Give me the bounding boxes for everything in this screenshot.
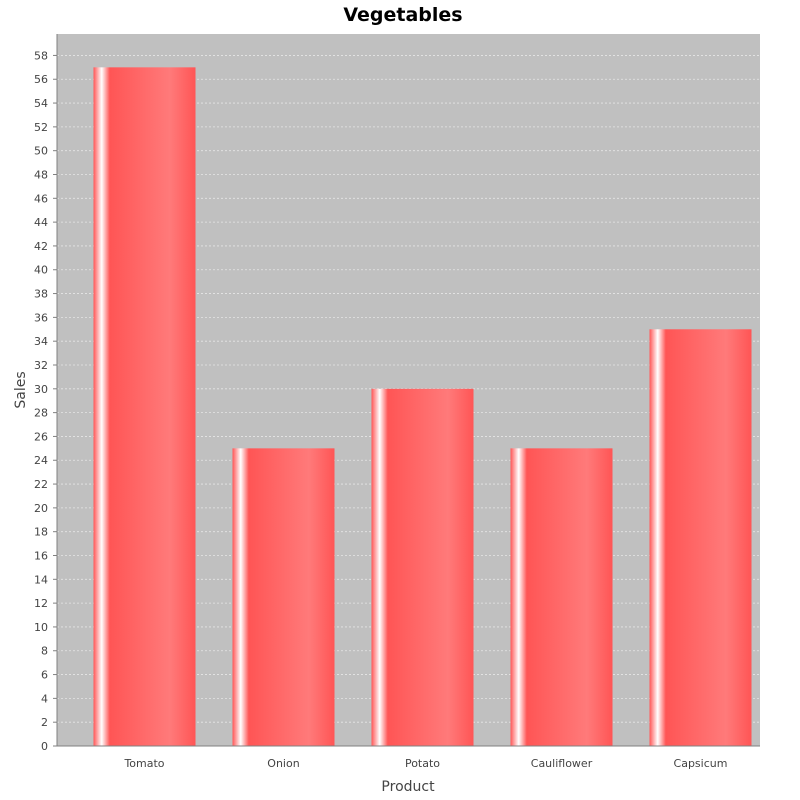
x-axis-ticks: Tomato Onion Potato Cauliflower Capsicum [123,757,727,770]
y-tick-label: 4 [41,692,48,705]
y-tick-label: 54 [34,97,48,110]
y-tick-label: 10 [34,621,48,634]
chart-title: Vegetables [343,4,462,26]
x-tick-label: Onion [267,757,299,770]
x-tick-label: Potato [405,757,440,770]
bar-cauliflower [510,448,613,746]
x-tick-label: Capsicum [674,757,728,770]
y-axis-title: Sales [13,371,29,408]
y-tick-label: 36 [34,311,48,324]
y-tick-label: 12 [34,597,48,610]
y-tick-label: 42 [34,240,48,253]
y-tick-label: 32 [34,359,48,372]
y-tick-label: 16 [34,549,48,562]
y-tick-label: 26 [34,430,48,443]
x-tick-label: Cauliflower [531,757,593,770]
y-tick-label: 20 [34,502,48,515]
y-tick-label: 56 [34,73,48,86]
y-tick-label: 48 [34,168,48,181]
y-tick-label: 44 [34,216,48,229]
y-tick-label: 6 [41,669,48,682]
y-tick-label: 30 [34,383,48,396]
y-tick-label: 28 [34,407,48,420]
y-tick-label: 0 [41,740,48,753]
y-tick-label: 18 [34,526,48,539]
y-tick-label: 22 [34,478,48,491]
bar-onion [232,448,335,746]
y-tick-label: 2 [41,716,48,729]
y-tick-label: 8 [41,645,48,658]
bar-potato [371,388,474,746]
x-axis-title: Product [381,779,435,795]
y-tick-label: 38 [34,288,48,301]
bar-tomato [93,67,196,747]
bar-capsicum [649,329,752,746]
bars [93,67,752,747]
y-tick-label: 58 [34,49,48,62]
y-tick-label: 34 [34,335,48,348]
y-tick-label: 46 [34,192,48,205]
y-tick-label: 52 [34,121,48,134]
y-tick-label: 14 [34,573,48,586]
x-tick-label: Tomato [123,757,164,770]
y-tick-label: 40 [34,264,48,277]
y-axis-ticks: 0246810121416182022242628303234363840424… [34,49,57,753]
y-tick-label: 50 [34,145,48,158]
y-tick-label: 24 [34,454,48,467]
